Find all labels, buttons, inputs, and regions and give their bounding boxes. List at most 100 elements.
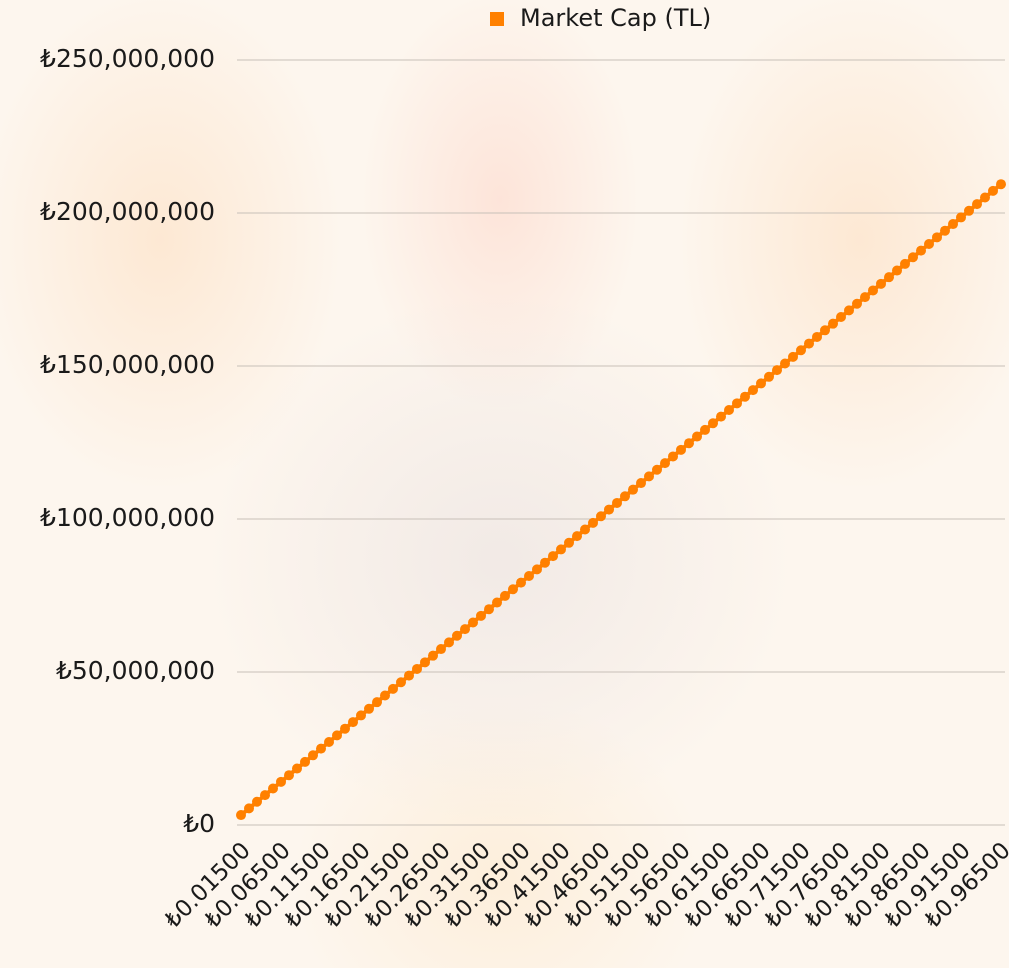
series-marker [308,750,318,761]
series-marker [396,677,406,688]
series-marker [508,584,518,595]
series-marker [844,305,854,316]
series-marker [332,730,342,741]
y-tick-label: ₺250,000,000 [40,44,215,73]
series-marker [324,736,334,747]
series-marker [428,650,438,661]
series-marker [260,790,270,801]
y-tick-label: ₺0 [183,809,215,838]
series-marker [948,219,958,230]
series-marker [356,710,366,721]
series-marker [364,703,374,714]
y-tick-label: ₺50,000,000 [56,656,215,685]
series-marker [940,225,950,236]
series-marker [252,796,262,807]
series-marker [908,252,918,263]
series-marker [244,803,254,814]
legend-label: Market Cap (TL) [520,4,711,32]
series-marker [900,258,910,269]
series-marker [604,504,614,515]
series-marker [892,265,902,276]
series-marker [540,557,550,568]
series-marker [444,637,454,648]
series-marker [484,604,494,615]
series-marker [972,199,982,210]
series-marker [492,597,502,608]
series-marker [996,179,1006,190]
series-marker [964,205,974,216]
y-tick-label: ₺200,000,000 [40,197,215,226]
series-marker [716,411,726,422]
series-marker [788,351,798,362]
series-marker [828,318,838,329]
series-marker [860,292,870,303]
series-marker [532,564,542,575]
series-marker [916,245,926,256]
series-marker [580,524,590,535]
series-marker [764,371,774,382]
series-marker [884,272,894,283]
series-marker [468,617,478,628]
series-marker [772,365,782,376]
series-marker [516,577,526,588]
series-marker [852,298,862,309]
series-marker [476,610,486,621]
series-marker [292,763,302,774]
series-marker [588,517,598,528]
series-marker [300,756,310,767]
series-marker [780,358,790,369]
series-marker [876,278,886,289]
series-marker [276,776,286,787]
series-marker [548,551,558,562]
series-marker [340,723,350,734]
series-marker [980,192,990,203]
series-marker [284,770,294,781]
series-marker [628,484,638,495]
series-marker [692,431,702,442]
series-marker [236,810,246,821]
y-tick-label: ₺150,000,000 [40,350,215,379]
series-marker [804,338,814,349]
series-marker [436,644,446,655]
series-marker [460,624,470,635]
series-marker [316,743,326,754]
series-marker [748,385,758,396]
series-marker [556,544,566,555]
series-marker [868,285,878,296]
series-marker [756,378,766,389]
series-marker [372,697,382,708]
series-marker [620,491,630,502]
series-marker [596,511,606,522]
series-marker [676,444,686,455]
series-marker [652,464,662,475]
legend-swatch [490,12,504,26]
series-marker [924,238,934,249]
series-marker [708,418,718,429]
series-marker [724,404,734,415]
series-marker [644,471,654,482]
series-marker [932,232,942,243]
series-marker [564,537,574,548]
series-marker [412,663,422,674]
series-marker [636,478,646,489]
series-marker [732,398,742,409]
series-marker [988,185,998,196]
series-marker [820,325,830,336]
series-marker [452,630,462,641]
y-tick-label: ₺100,000,000 [40,503,215,532]
series-marker [660,458,670,469]
series-marker [612,497,622,508]
series-marker [348,717,358,728]
series-marker [836,312,846,323]
series-marker [684,438,694,449]
series-marker [740,391,750,402]
series-marker [796,345,806,356]
series-marker [268,783,278,794]
series-marker [420,657,430,668]
series-marker [668,451,678,462]
series-marker [524,570,534,581]
series-marker [500,590,510,601]
